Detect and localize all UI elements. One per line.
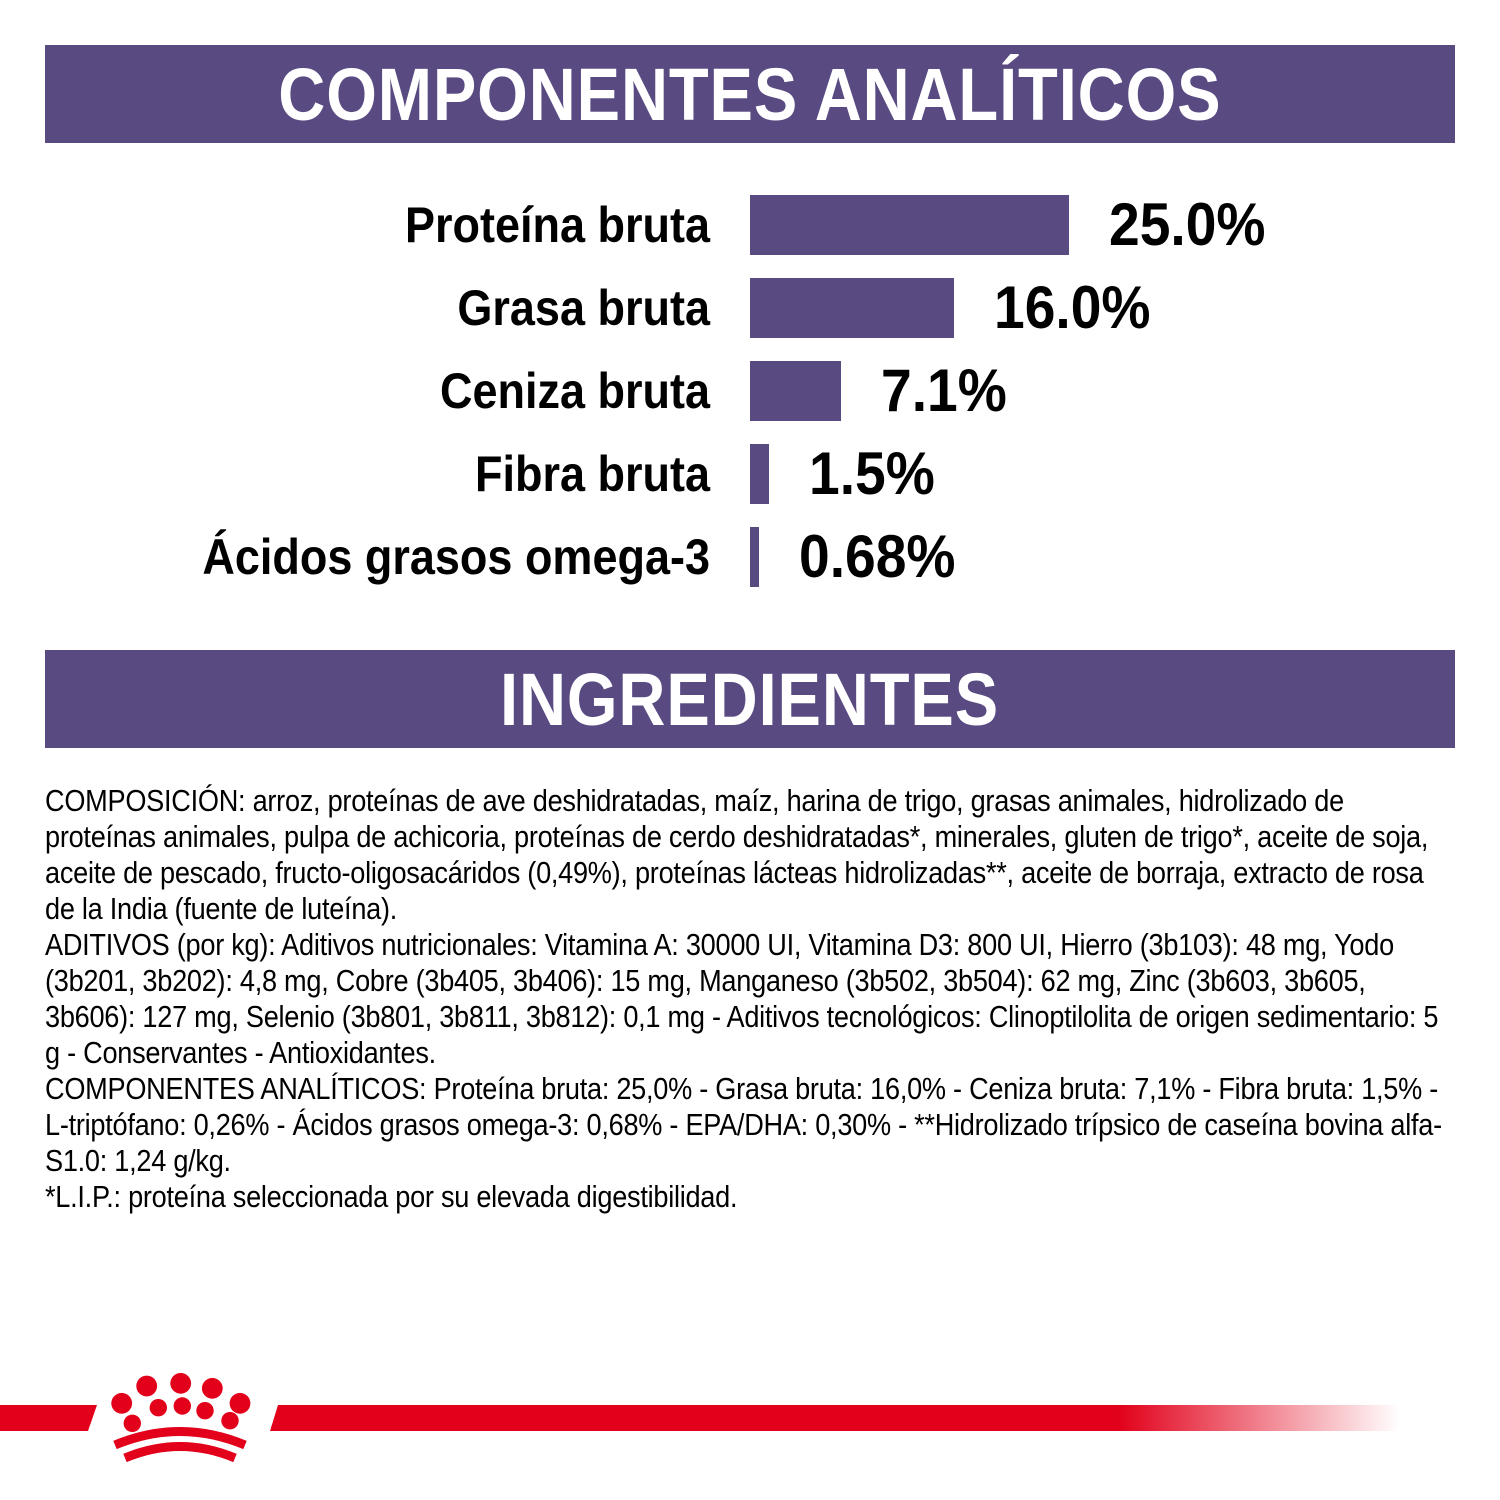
bar-label: Grasa bruta [457,279,710,336]
royal-canin-crown-logo [111,1372,251,1463]
analytical-constituents-paragraph: COMPONENTES ANALÍTICOS: Proteína bruta: … [45,1071,1442,1178]
crown-dots [111,1372,251,1432]
additives-paragraph: ADITIVOS (por kg): Aditivos nutricionale… [45,927,1439,1070]
ingredients-title: INGREDIENTES [500,657,1000,741]
bar-label: Proteína bruta [404,196,710,253]
bar [750,277,954,338]
bar-value: 7.1% [881,357,1007,424]
analytical-chart: Proteína bruta 25.0% Grasa bruta 16.0% Ceniz… [0,183,1500,598]
bar-value: 16.0% [994,274,1151,341]
chart-row: Proteína bruta 25.0% [0,183,1500,266]
chart-row: Grasa bruta 16.0% [0,266,1500,349]
bar [750,526,759,587]
bar [750,443,769,504]
bar [750,360,841,421]
footer-stripe-right [270,1405,1400,1431]
chart-row: Fibra bruta 1.5% [0,432,1500,515]
analytical-components-header: COMPONENTES ANALÍTICOS [45,45,1455,143]
lip-footnote-paragraph: *L.I.P.: proteína seleccionada por su el… [45,1179,738,1214]
footer-stripe-left [0,1405,97,1431]
bar [750,194,1069,255]
chart-row: Ceniza bruta 7.1% [0,349,1500,432]
ingredients-header: INGREDIENTES [45,650,1455,748]
bar-value: 0.68% [799,523,956,590]
bar-label: Ceniza bruta [439,362,710,419]
bar-label: Ácidos grasos omega-3 [202,528,710,585]
composition-paragraph: COMPOSICIÓN: arroz, proteínas de ave des… [45,783,1429,926]
crown-arcs [113,1427,247,1463]
composition-text-block: COMPOSICIÓN: arroz, proteínas de ave des… [45,783,1456,1215]
bar-value: 25.0% [1109,191,1266,258]
bar-label: Fibra bruta [474,445,710,502]
chart-row: Ácidos grasos omega-3 0.68% [0,515,1500,598]
analytical-components-title: COMPONENTES ANALÍTICOS [278,52,1222,136]
bar-value: 1.5% [809,440,935,507]
